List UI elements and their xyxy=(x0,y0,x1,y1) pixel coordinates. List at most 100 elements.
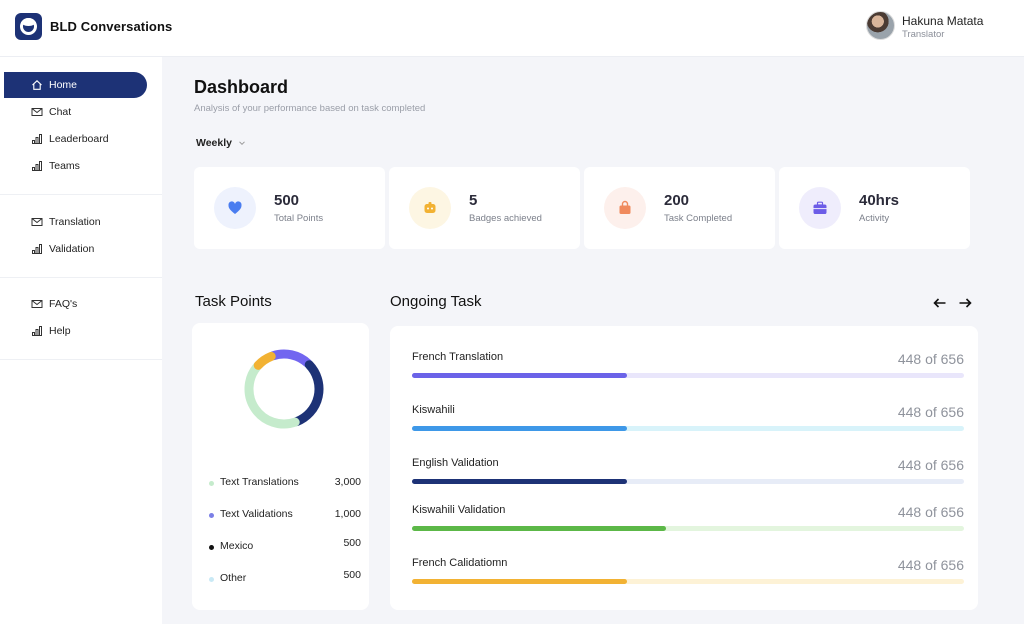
logo-mark xyxy=(20,18,37,35)
stat-card-activity: 40hrs Activity xyxy=(779,167,970,249)
sidebar-item-leaderboard[interactable]: Leaderboard xyxy=(4,126,147,152)
task-row[interactable]: Kiswahili Validation 448 of 656 xyxy=(412,504,964,538)
stat-value: 200 xyxy=(664,192,690,209)
sidebar-item-help[interactable]: Help xyxy=(4,318,147,344)
briefcase-icon xyxy=(813,201,827,214)
progress-fill xyxy=(412,579,628,584)
stat-icon-bg xyxy=(214,187,256,229)
sidebar-item-teams[interactable]: Teams xyxy=(4,153,147,179)
sidebar: Home Chat Leaderboard Teams Translation … xyxy=(0,57,162,624)
page-subtitle: Analysis of your performance based on ta… xyxy=(194,103,426,114)
heart-icon xyxy=(228,201,242,214)
sidebar-item-label: Validation xyxy=(49,243,95,255)
progress-track xyxy=(412,373,964,378)
task-row[interactable]: English Validation 448 of 656 xyxy=(412,457,964,491)
legend-item: Text Translations 3,000 xyxy=(209,476,361,490)
task-name: English Validation xyxy=(412,457,499,469)
legend-item: Text Validations 1,000 xyxy=(209,508,361,522)
donut-segment xyxy=(292,360,324,427)
sidebar-item-label: Home xyxy=(49,79,78,91)
legend-value: 1,000 xyxy=(334,508,361,520)
stat-icon-bg xyxy=(799,187,841,229)
legend-dot xyxy=(209,577,214,582)
ongoing-tasks-card: French Translation 448 of 656 Kiswahili … xyxy=(390,326,978,610)
ongoing-task-title: Ongoing Task xyxy=(390,293,482,310)
sidebar-item-label: Help xyxy=(49,325,71,337)
bar-chart-icon xyxy=(32,244,42,254)
user-role: Translator xyxy=(902,29,945,40)
legend-value: 3,000 xyxy=(334,476,361,488)
arrow-left-icon[interactable] xyxy=(932,295,948,311)
arrow-right-icon[interactable] xyxy=(957,295,973,311)
stat-value: 5 xyxy=(469,192,478,209)
task-name: French Translation xyxy=(412,351,504,363)
stat-icon-bg xyxy=(409,187,451,229)
bar-chart-icon xyxy=(32,161,42,171)
app-title: BLD Conversations xyxy=(50,19,173,34)
task-row[interactable]: French Translation 448 of 656 xyxy=(412,351,964,385)
mail-icon xyxy=(31,300,43,308)
stat-label: Task Completed xyxy=(664,213,733,224)
stat-card-task-completed: 200 Task Completed xyxy=(584,167,775,249)
legend-dot xyxy=(209,545,214,550)
sidebar-item-label: Leaderboard xyxy=(49,133,109,145)
stat-label: Activity xyxy=(859,213,890,224)
sidebar-divider xyxy=(0,194,162,195)
task-points-donut xyxy=(244,349,324,429)
sidebar-item-chat[interactable]: Chat xyxy=(4,99,147,125)
sidebar-item-label: Teams xyxy=(49,160,80,172)
legend-label: Mexico xyxy=(220,540,254,552)
legend-value: 500 xyxy=(343,537,361,549)
legend-label: Text Validations xyxy=(220,508,293,520)
period-value: Weekly xyxy=(196,137,232,149)
bar-chart-icon xyxy=(32,326,42,336)
progress-track xyxy=(412,426,964,431)
progress-fill xyxy=(412,426,628,431)
chevron-down-icon xyxy=(239,141,245,146)
stat-value: 40hrs xyxy=(859,192,900,209)
page-title: Dashboard xyxy=(194,77,289,97)
stat-label: Total Points xyxy=(274,213,324,224)
legend-item: Mexico 500 xyxy=(209,537,361,554)
stat-icon-bg xyxy=(604,187,646,229)
task-row[interactable]: Kiswahili 448 of 656 xyxy=(412,404,964,438)
top-header: BLD Conversations Hakuna Matata Translat… xyxy=(0,0,1024,57)
task-count: 448 of 656 xyxy=(897,557,964,573)
task-points-title: Task Points xyxy=(195,293,272,310)
sidebar-item-home[interactable]: Home xyxy=(4,72,147,98)
stat-card-total-points: 500 Total Points xyxy=(194,167,385,249)
donut-segment xyxy=(253,351,276,370)
bar-chart-icon xyxy=(32,134,42,144)
donut-segments xyxy=(244,349,324,429)
progress-fill xyxy=(412,373,628,378)
progress-track xyxy=(412,579,964,584)
home-icon xyxy=(32,80,42,90)
progress-fill xyxy=(412,479,628,484)
sidebar-item-translation[interactable]: Translation xyxy=(4,209,147,235)
donut-segment xyxy=(244,362,300,429)
legend-dot xyxy=(209,481,214,486)
stat-value: 500 xyxy=(274,192,300,209)
legend-label: Other xyxy=(220,572,247,584)
sidebar-item-label: Translation xyxy=(49,216,101,228)
period-dropdown[interactable]: Weekly xyxy=(196,137,246,149)
task-count: 448 of 656 xyxy=(897,404,964,420)
sidebar-item-validation[interactable]: Validation xyxy=(4,236,147,262)
legend-value: 500 xyxy=(343,569,361,581)
sidebar-divider xyxy=(0,359,162,360)
sidebar-item-faqs[interactable]: FAQ's xyxy=(4,291,147,317)
task-row[interactable]: French Calidatiomn 448 of 656 xyxy=(412,557,964,591)
task-count: 448 of 656 xyxy=(897,457,964,473)
progress-fill xyxy=(412,526,666,531)
mail-icon xyxy=(31,218,43,226)
app-logo[interactable] xyxy=(15,13,42,40)
donut-segment xyxy=(268,349,313,369)
mail-icon xyxy=(31,108,43,116)
legend-label: Text Translations xyxy=(220,476,299,488)
stat-label: Badges achieved xyxy=(469,213,542,224)
task-name: French Calidatiomn xyxy=(412,557,508,569)
avatar[interactable] xyxy=(866,11,895,40)
user-name[interactable]: Hakuna Matata xyxy=(902,14,984,28)
task-points-card: Text Translations 3,000 Text Validations… xyxy=(192,323,369,610)
task-count: 448 of 656 xyxy=(897,351,964,367)
